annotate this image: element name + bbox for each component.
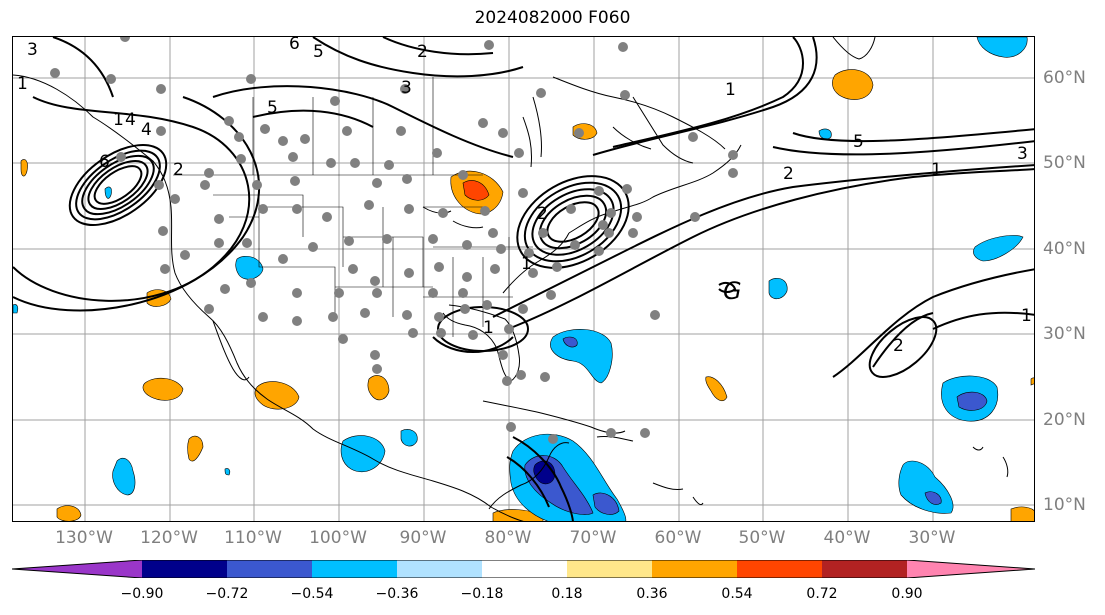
contour-label: 3	[27, 40, 38, 60]
colorbar-segment	[737, 560, 822, 578]
lat-label: 30°N	[1043, 324, 1086, 344]
contour-label-layer: 3 6 5 4 6 2 5 4 2 1 2 3 1 1 2 5 1 3 1 2 …	[17, 37, 1032, 356]
lon-label: 60°W	[654, 528, 702, 548]
contour-label: 3	[1017, 144, 1028, 164]
contour-label: G	[723, 277, 742, 305]
colorbar-tick: −0.18	[460, 586, 504, 602]
colorbar-segment	[397, 560, 482, 578]
contour-label: 5	[267, 98, 278, 118]
colorbar-segment	[142, 560, 227, 578]
contour-label: 1	[113, 110, 124, 130]
admin-borders	[173, 77, 533, 337]
contour-label: 2	[783, 164, 794, 184]
colorbar-segment	[822, 560, 907, 578]
contour-label: 6	[289, 37, 300, 54]
lat-label: 40°N	[1043, 239, 1086, 259]
contour-label: 3	[401, 78, 412, 98]
colorbar-segment	[227, 560, 312, 578]
contour-label: 1	[931, 160, 942, 180]
colorbar-segment	[567, 560, 652, 578]
lon-label: 50°W	[738, 528, 786, 548]
lat-label: 50°N	[1043, 153, 1086, 173]
colorbar-tick: −0.72	[205, 586, 249, 602]
contour-label: 1	[725, 80, 736, 100]
lon-label: 120°W	[140, 528, 198, 548]
lon-label: 130°W	[55, 528, 113, 548]
contour-label: 1	[1021, 306, 1032, 326]
map-canvas: 3 6 5 4 6 2 5 4 2 1 2 3 1 1 2 5 1 3 1 2 …	[13, 37, 1034, 521]
colorbar-tick: −0.54	[290, 586, 334, 602]
colorbar-tick: 0.36	[636, 586, 668, 602]
contour-label: 6	[99, 152, 110, 172]
colorbar-segment	[12, 560, 142, 578]
colorbar-segment	[312, 560, 397, 578]
lat-label: 60°N	[1043, 68, 1086, 88]
colorbar	[12, 560, 1035, 578]
station-markers	[50, 37, 738, 444]
contour-label: 1	[521, 254, 532, 274]
colorbar-segment	[652, 560, 737, 578]
colorbar-segment	[482, 560, 567, 578]
contour-label: 2	[537, 204, 548, 224]
colorbar-tick: −0.36	[375, 586, 419, 602]
lat-label: 20°N	[1043, 410, 1086, 430]
contour-label: 1	[483, 318, 494, 338]
colorbar-tick: 0.72	[806, 586, 838, 602]
colorbar-tick: 0.54	[721, 586, 753, 602]
lon-label: 90°W	[399, 528, 447, 548]
lon-label: 40°W	[823, 528, 871, 548]
colorbar-tick: 0.18	[551, 586, 583, 602]
lon-label: 70°W	[569, 528, 617, 548]
lon-label: 100°W	[309, 528, 367, 548]
colorbar-tick: 0.90	[891, 586, 923, 602]
contour-label: 2	[173, 160, 184, 180]
map-title: 2024082000 F060	[474, 8, 631, 28]
contour-label: 2	[893, 336, 904, 356]
lon-label: 80°W	[484, 528, 532, 548]
contour-label: 1	[17, 74, 28, 94]
contour-lines	[13, 37, 1034, 521]
shaded-patches	[13, 37, 1034, 521]
contour-label: 4	[141, 120, 152, 140]
colorbar-segment	[907, 560, 1035, 578]
lon-label: 110°W	[224, 528, 282, 548]
map-panel: 3 6 5 4 6 2 5 4 2 1 2 3 1 1 2 5 1 3 1 2 …	[12, 36, 1035, 522]
contour-label: 4	[125, 110, 136, 130]
contour-label: 5	[853, 132, 864, 152]
contour-label: 2	[417, 42, 428, 62]
contour-label: 5	[313, 42, 324, 62]
colorbar-tick: −0.90	[120, 586, 164, 602]
lat-label: 10°N	[1043, 495, 1086, 515]
coastlines	[13, 37, 1009, 521]
lon-label: 30°W	[908, 528, 956, 548]
